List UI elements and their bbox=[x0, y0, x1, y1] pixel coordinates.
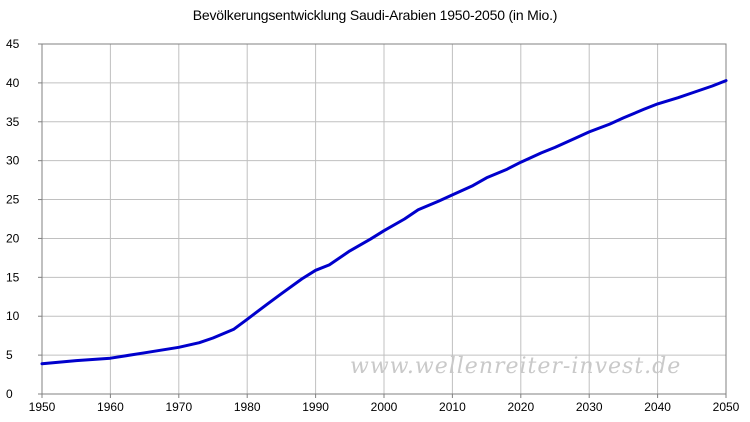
x-tick-label: 1970 bbox=[165, 400, 192, 414]
chart-title: Bevölkerungsentwicklung Saudi-Arabien 19… bbox=[192, 7, 558, 23]
y-tick-label: 20 bbox=[6, 231, 20, 245]
grid bbox=[42, 44, 726, 394]
x-tick-label: 1980 bbox=[234, 400, 261, 414]
y-tick-label: 45 bbox=[6, 37, 20, 51]
y-tick-label: 35 bbox=[6, 115, 20, 129]
x-tick-label: 2030 bbox=[576, 400, 603, 414]
x-tick-label: 2000 bbox=[371, 400, 398, 414]
series-layer bbox=[40, 79, 728, 366]
x-tick-label: 2020 bbox=[507, 400, 534, 414]
y-tick-label: 15 bbox=[6, 270, 20, 284]
axes: 1950 1960 1970 1980 1990 2000 2010 2020 2030 2040… bbox=[6, 37, 740, 414]
x-tick-label: 2050 bbox=[713, 400, 740, 414]
y-tick-label: 0 bbox=[6, 387, 13, 401]
x-tick-label: 2010 bbox=[439, 400, 466, 414]
y-tick-label: 25 bbox=[6, 193, 20, 207]
series-line bbox=[40, 79, 728, 366]
x-tick-label: 1950 bbox=[29, 400, 56, 414]
y-tick-label: 5 bbox=[6, 348, 13, 362]
x-tick-label: 1960 bbox=[97, 400, 124, 414]
watermark: www.wellenreiter-invest.de bbox=[350, 354, 682, 379]
x-tick-label: 2040 bbox=[644, 400, 671, 414]
y-tick-label: 40 bbox=[6, 76, 20, 90]
y-tick-label: 30 bbox=[6, 154, 20, 168]
y-tick-label: 10 bbox=[6, 309, 20, 323]
x-tick-label: 1990 bbox=[302, 400, 329, 414]
